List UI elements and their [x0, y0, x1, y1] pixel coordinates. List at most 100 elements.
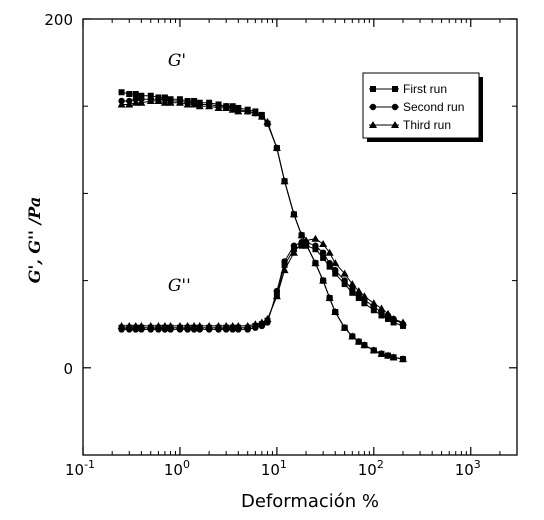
data-point	[383, 351, 392, 359]
data-point	[354, 287, 363, 295]
data-point	[137, 98, 146, 106]
legend-marker	[369, 121, 377, 128]
data-point	[280, 266, 289, 274]
data-point	[257, 112, 266, 120]
data-point	[251, 320, 260, 328]
plot-frame	[82, 18, 518, 456]
data-point	[360, 341, 369, 349]
legend-marker	[369, 103, 377, 111]
data-point	[341, 281, 348, 288]
data-point	[311, 234, 320, 242]
data-point	[281, 261, 288, 268]
legend-marker	[370, 86, 376, 92]
y-tick-label: 0	[63, 360, 73, 378]
data-point	[378, 312, 385, 319]
data-point	[332, 266, 339, 274]
data-point	[311, 259, 320, 267]
series-square-g-double-prime	[118, 242, 406, 331]
data-point	[325, 294, 334, 302]
data-point	[348, 332, 357, 340]
data-point	[370, 307, 377, 314]
data-point	[398, 318, 407, 326]
data-point	[354, 337, 363, 345]
data-point	[146, 321, 155, 329]
annotation-g-double-prime: G''	[168, 276, 191, 296]
data-point	[312, 246, 319, 253]
data-point	[195, 321, 204, 329]
data-point	[214, 103, 223, 111]
data-point	[154, 321, 163, 329]
data-point	[251, 109, 260, 117]
legend-marker	[391, 121, 399, 128]
data-point	[183, 321, 192, 329]
legend-label: Third run	[403, 118, 451, 132]
data-point	[325, 248, 334, 256]
data-point	[195, 102, 204, 110]
x-tick-label: 103	[455, 458, 481, 479]
data-point	[383, 309, 392, 317]
data-point	[340, 269, 349, 277]
data-point	[132, 90, 139, 97]
data-point	[389, 353, 398, 361]
data-point	[228, 105, 237, 113]
series-line	[121, 245, 404, 329]
annotation-g-prime: G'	[168, 51, 186, 71]
data-point	[138, 92, 145, 99]
data-point	[125, 100, 134, 108]
legend-marker	[392, 86, 398, 92]
data-point	[205, 102, 214, 110]
data-point	[131, 321, 140, 329]
data-point	[289, 210, 298, 218]
data-point	[160, 98, 169, 106]
data-point	[131, 98, 140, 106]
data-point	[126, 90, 133, 97]
data-point	[146, 96, 155, 104]
legend-marker	[391, 103, 399, 111]
data-point	[154, 96, 163, 104]
data-point	[348, 280, 357, 288]
data-point	[302, 236, 311, 244]
data-point	[117, 100, 126, 108]
data-point	[331, 259, 340, 267]
data-point	[377, 349, 386, 357]
series-triangle-g-prime	[117, 96, 407, 363]
series-triangle-g-double-prime	[117, 234, 407, 329]
x-axis-title: Deformación %	[241, 491, 379, 512]
data-point	[297, 231, 306, 239]
data-point	[298, 242, 305, 249]
data-point	[303, 242, 310, 249]
data-point	[137, 321, 146, 329]
series-line	[121, 91, 404, 360]
data-point	[272, 292, 281, 300]
data-point	[234, 107, 243, 115]
data-point	[320, 254, 327, 261]
legend-label: Second run	[403, 100, 464, 114]
data-point	[281, 258, 288, 265]
data-point	[389, 314, 398, 322]
data-point	[355, 295, 362, 302]
axis-ticks: 10-1 100 101 102 103 0 200	[44, 11, 517, 479]
data-point	[377, 304, 386, 312]
x-tick-label: 100	[164, 458, 190, 479]
data-point	[175, 98, 184, 106]
data-point	[257, 318, 266, 326]
data-point	[326, 259, 333, 267]
data-point	[319, 239, 328, 247]
y-tick-label: 200	[44, 11, 73, 29]
data-point	[360, 292, 369, 300]
data-point	[349, 289, 356, 296]
data-point	[263, 314, 272, 322]
data-point	[390, 319, 397, 326]
data-point	[166, 321, 175, 329]
x-tick-label: 102	[358, 458, 384, 479]
data-point	[349, 286, 356, 293]
data-point	[234, 321, 243, 329]
data-point	[125, 321, 134, 329]
data-point	[341, 277, 348, 284]
data-point	[118, 89, 125, 96]
data-point	[147, 92, 154, 99]
data-point	[312, 242, 319, 249]
legend: First run Second run Third run	[362, 72, 483, 142]
data-point	[272, 144, 281, 152]
